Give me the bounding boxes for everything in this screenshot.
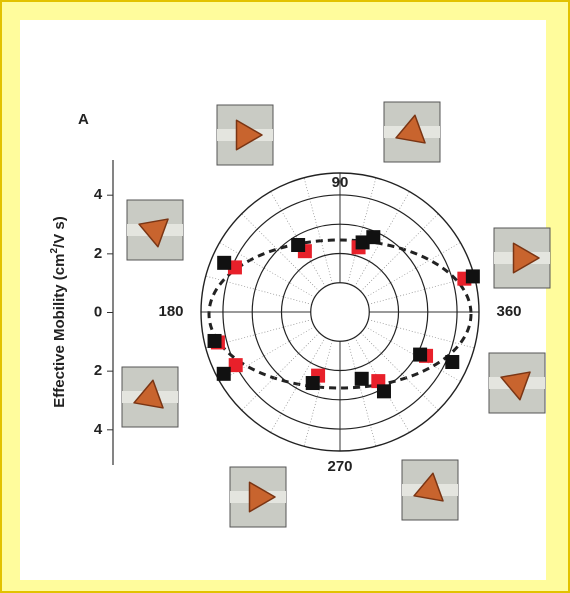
spoke bbox=[365, 326, 461, 382]
y-tick-label: 0 bbox=[94, 303, 102, 320]
ring bbox=[200, 172, 480, 452]
ring bbox=[280, 252, 400, 372]
crystal bbox=[413, 472, 444, 502]
y-axis-label: Effective Mobility (cm2/V s) bbox=[49, 216, 68, 407]
data-point bbox=[413, 347, 428, 362]
ring bbox=[251, 223, 429, 401]
spoke bbox=[368, 319, 475, 349]
data-point bbox=[291, 237, 306, 252]
y-tick-label: 2 bbox=[94, 245, 102, 262]
data-point bbox=[228, 358, 243, 373]
crystal bbox=[138, 218, 169, 248]
data-point bbox=[366, 230, 381, 245]
spoke bbox=[360, 213, 439, 292]
spoke bbox=[205, 275, 312, 305]
spoke bbox=[241, 332, 320, 411]
y-tick-label: 4 bbox=[94, 421, 103, 438]
spoke bbox=[219, 242, 315, 298]
spoke bbox=[205, 319, 312, 349]
y-label-sup: 2 bbox=[49, 248, 60, 254]
spoke bbox=[347, 340, 377, 447]
angle-label: 90 bbox=[332, 174, 349, 191]
data-point bbox=[217, 255, 232, 270]
spoke bbox=[303, 340, 333, 447]
crystal bbox=[395, 114, 426, 144]
ring bbox=[222, 194, 458, 430]
crystal bbox=[248, 481, 276, 513]
spoke bbox=[219, 326, 315, 382]
angle-label: 270 bbox=[327, 458, 352, 475]
data-point bbox=[305, 376, 320, 391]
photos bbox=[121, 101, 551, 528]
y-tick-label: 4 bbox=[94, 186, 103, 203]
data-point bbox=[376, 384, 391, 399]
panel-label: A bbox=[78, 111, 89, 128]
angle-label: 360 bbox=[496, 303, 521, 320]
crystal bbox=[512, 242, 540, 274]
crystal bbox=[133, 379, 164, 409]
ring bbox=[310, 282, 370, 342]
spoke bbox=[360, 332, 439, 411]
spoke bbox=[347, 177, 377, 284]
data-point bbox=[445, 354, 460, 369]
spoke bbox=[241, 213, 320, 292]
data-point bbox=[465, 269, 480, 284]
data-point bbox=[355, 235, 370, 250]
data-point bbox=[207, 333, 222, 348]
spoke bbox=[303, 177, 333, 284]
crystal bbox=[500, 371, 531, 401]
angle-label: 180 bbox=[158, 303, 183, 320]
data-point bbox=[227, 260, 242, 275]
crystal bbox=[235, 119, 263, 151]
spoke bbox=[368, 275, 475, 305]
spoke bbox=[270, 337, 326, 433]
spoke bbox=[365, 242, 461, 298]
data-point bbox=[216, 366, 231, 381]
data-point bbox=[354, 371, 369, 386]
spoke bbox=[354, 191, 410, 287]
y-label-text: Effective Mobility (cm bbox=[51, 254, 68, 408]
y-tick-label: 2 bbox=[94, 362, 102, 379]
y-label-text: /V s) bbox=[51, 216, 68, 248]
